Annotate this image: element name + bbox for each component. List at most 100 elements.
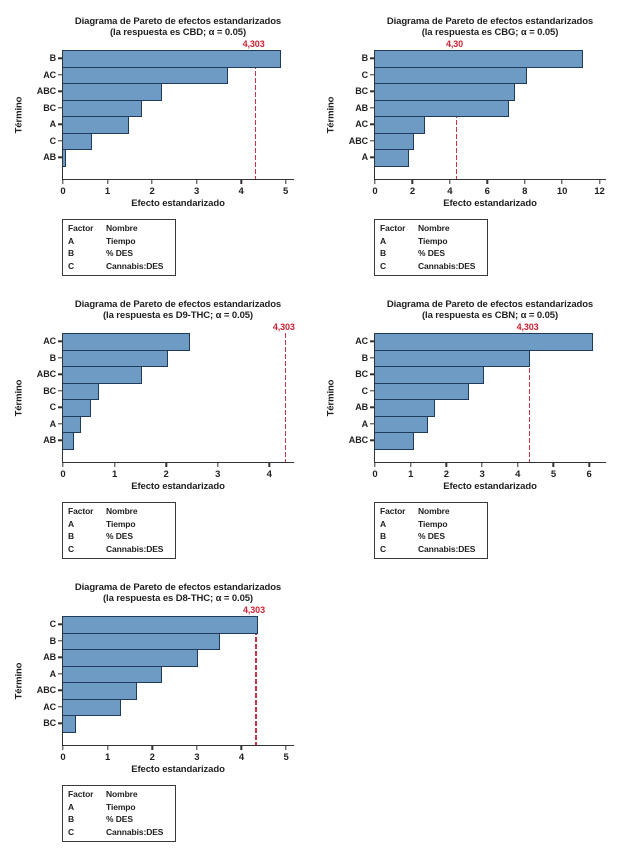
x-tick-mark-3	[216, 462, 219, 467]
y-tick-ac	[58, 74, 63, 76]
y-tick-ab	[58, 656, 63, 658]
legend-factor: A	[380, 235, 387, 246]
bar-b	[375, 50, 583, 68]
y-tick-b	[370, 357, 375, 359]
legend-nombre: % DES	[106, 814, 133, 824]
legend-nombre: % DES	[106, 248, 133, 258]
x-tick-mark-0	[62, 462, 64, 467]
legend-factor: A	[380, 518, 387, 529]
factor-legend-table: Factor Nombre A Tiempo B % DES C Cannabis:DES	[62, 502, 176, 559]
reference-line	[528, 333, 531, 462]
legend-nombre: Tiempo	[106, 801, 136, 812]
x-tick-mark-4	[449, 179, 451, 184]
legend-header-factor: Factor	[68, 223, 94, 233]
factor-legend-table: Factor Nombre A Tiempo B % DES C Cannabis:DES	[374, 219, 488, 276]
legend-row-factor-c: C Cannabis:DES	[68, 260, 170, 273]
term-label-c: C	[49, 135, 57, 146]
reference-line	[254, 50, 257, 179]
x-tick-mark-5	[552, 462, 555, 467]
legend-row-factor-c: C Cannabis:DES	[380, 260, 482, 273]
term-label-bc: BC	[355, 86, 368, 97]
x-tick-mark-3	[481, 462, 483, 467]
x-tick-mark-0	[62, 745, 64, 750]
chart-title: Diagrama de Pareto de efectos estandariz…	[74, 299, 282, 310]
legend-nombre: Cannabis:DES	[106, 826, 164, 837]
x-tick-mark-4	[268, 462, 270, 467]
term-label-c: C	[49, 402, 57, 413]
bar-bc	[63, 99, 143, 117]
x-tick-label-5: 5	[283, 752, 289, 763]
plot-area: B C BC AB AC ABC A 0 2 4 6 8 10 12	[349, 50, 606, 197]
bar-c	[63, 399, 91, 417]
legend-nombre: % DES	[418, 248, 445, 258]
x-tick-mark-1	[106, 179, 109, 184]
x-tick-label-0: 0	[60, 752, 66, 763]
y-tick-c	[58, 623, 63, 625]
x-tick-label-1: 1	[104, 186, 111, 197]
y-axis-title: Término	[325, 96, 337, 134]
bar-a	[375, 415, 428, 433]
legend-header-nombre: Nombre	[106, 506, 138, 516]
y-tick-b	[58, 57, 63, 59]
legend-factor: B	[380, 248, 387, 258]
bar-c	[375, 382, 469, 400]
term-label-ab: AB	[43, 152, 56, 163]
term-label-bc: BC	[43, 385, 56, 396]
term-label-b: B	[49, 352, 57, 363]
reference-line	[284, 333, 287, 462]
legend-row-factor-a: A Tiempo	[68, 801, 170, 814]
bar-ab	[63, 149, 67, 167]
x-tick-label-2: 2	[163, 469, 169, 480]
x-axis-title: Efecto estandarizado	[131, 198, 225, 209]
chart-subtitle: (la respuesta es D8-THC; α = 0.05)	[102, 593, 253, 604]
x-tick-mark-5	[284, 179, 287, 184]
legend-nombre: % DES	[418, 531, 445, 541]
legend-header-row: Factor Nombre	[380, 222, 482, 235]
legend-row-factor-a: A Tiempo	[380, 518, 482, 531]
legend-factor: C	[68, 260, 75, 271]
bar-b	[63, 349, 168, 367]
legend-header-nombre: Nombre	[418, 506, 450, 516]
x-tick-mark-1	[106, 745, 109, 750]
legend-row-factor-a: A Tiempo	[380, 235, 482, 248]
term-label-ac: AC	[355, 119, 368, 130]
x-tick-label-3: 3	[479, 469, 485, 480]
y-tick-b	[58, 357, 63, 359]
x-tick-label-3: 3	[194, 752, 200, 763]
plot-area: AC B BC C AB A ABC 0 1 2 3 4 5 6	[349, 333, 606, 480]
bar-b	[63, 632, 221, 650]
y-tick-bc	[58, 390, 63, 392]
y-tick-ab	[58, 156, 63, 158]
bar-bc	[63, 715, 76, 733]
bar-abc	[63, 682, 138, 700]
bar-abc	[375, 432, 414, 450]
x-tick-mark-4	[240, 179, 242, 184]
bar-ab	[375, 399, 435, 417]
y-tick-abc	[370, 140, 375, 142]
term-label-a: A	[361, 152, 369, 163]
x-tick-mark-0	[62, 179, 64, 184]
term-label-bc: BC	[43, 102, 56, 113]
legend-header-factor: Factor	[380, 506, 406, 516]
refline-value-label: 4,303	[516, 322, 539, 332]
x-tick-label-3: 3	[215, 469, 221, 480]
y-axis-title: Término	[13, 662, 25, 700]
legend-factor: B	[68, 531, 75, 541]
bar-a	[63, 116, 130, 134]
x-axis-title: Efecto estandarizado	[443, 481, 537, 492]
legend-header-nombre: Nombre	[106, 223, 138, 233]
legend-factor: B	[68, 814, 75, 824]
chart-title: Diagrama de Pareto de efectos estandariz…	[74, 582, 282, 593]
term-label-b: B	[49, 53, 57, 64]
chart-title-block: Diagrama de Pareto de efectos estandariz…	[46, 16, 310, 38]
y-tick-ac	[370, 340, 375, 342]
term-label-ab: AB	[43, 435, 56, 446]
x-tick-mark-1	[113, 462, 116, 467]
x-tick-label-4: 4	[238, 186, 244, 197]
bar-ab	[63, 649, 198, 667]
y-tick-bc	[58, 107, 63, 109]
bar-abc	[63, 83, 162, 101]
chart-title-block: Diagrama de Pareto de efectos estandariz…	[46, 299, 310, 321]
y-tick-a	[58, 423, 63, 425]
term-label-abc: ABC	[348, 135, 368, 146]
